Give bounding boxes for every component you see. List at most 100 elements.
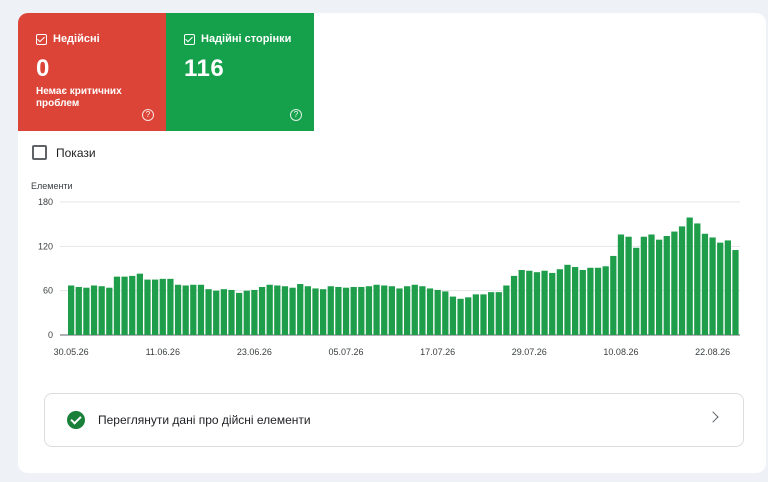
chart-bar[interactable] <box>358 286 365 335</box>
chart-bar[interactable] <box>190 284 197 335</box>
chart-bar[interactable] <box>610 255 617 335</box>
chart-bar[interactable] <box>480 294 487 335</box>
chart-bar[interactable] <box>342 287 350 335</box>
impressions-toggle[interactable]: Покази <box>32 145 96 160</box>
chart-bar[interactable] <box>320 289 327 335</box>
chart-bar[interactable] <box>510 275 518 335</box>
chart-bar[interactable] <box>129 275 136 335</box>
chart-bar[interactable] <box>83 287 90 335</box>
chart-bar[interactable] <box>281 286 289 335</box>
chart-bar[interactable] <box>488 292 495 335</box>
chart-bar[interactable] <box>297 284 304 335</box>
chart-bar[interactable] <box>182 285 189 335</box>
chart-bar[interactable] <box>213 290 220 335</box>
chart-bar[interactable] <box>663 235 670 335</box>
chart-bar[interactable] <box>98 286 105 335</box>
chart-bar[interactable] <box>572 267 579 335</box>
chart-bar[interactable] <box>434 289 441 335</box>
chart-bar[interactable] <box>449 296 457 335</box>
chart-bar[interactable] <box>556 269 563 335</box>
chart-bar[interactable] <box>90 285 98 335</box>
chart-bar[interactable] <box>648 234 655 335</box>
chart-bar[interactable] <box>717 242 724 335</box>
chart-bar[interactable] <box>724 240 731 335</box>
chart-bar[interactable] <box>465 297 472 335</box>
chart-bar[interactable] <box>633 247 640 335</box>
chart-bar[interactable] <box>671 231 678 335</box>
chart-bar[interactable] <box>304 286 311 335</box>
chart-bar[interactable] <box>709 237 716 335</box>
chart-bar[interactable] <box>327 286 334 335</box>
chart-bar[interactable] <box>167 278 174 335</box>
chart-bar[interactable] <box>228 289 235 335</box>
checkbox-checked-icon[interactable] <box>184 33 195 45</box>
chart-bar[interactable] <box>686 217 693 335</box>
chart-bar[interactable] <box>541 270 548 335</box>
chart-bar[interactable] <box>404 286 411 335</box>
chart-bar[interactable] <box>220 289 227 335</box>
help-icon[interactable]: ? <box>142 109 154 121</box>
chart-bar[interactable] <box>625 236 632 335</box>
chart-bar[interactable] <box>68 285 75 335</box>
chart-bar[interactable] <box>426 288 434 335</box>
chart-bar[interactable] <box>251 289 258 335</box>
chart-bar[interactable] <box>579 269 586 335</box>
view-valid-items-link[interactable]: Переглянути дані про дійсні елементи <box>44 393 744 447</box>
chart-bar[interactable] <box>113 276 121 335</box>
x-tick-label: 22.08.26 <box>695 347 730 357</box>
valid-tile[interactable]: Надійні сторінки 116 ? <box>166 13 314 131</box>
chart-bar[interactable] <box>472 294 479 335</box>
chart-bar[interactable] <box>174 284 182 335</box>
chart-bar[interactable] <box>587 267 594 335</box>
checkbox-unchecked-icon[interactable] <box>32 145 47 160</box>
chart-bar[interactable] <box>617 234 625 335</box>
chart-bar[interactable] <box>457 298 464 335</box>
checkbox-checked-icon[interactable] <box>36 33 47 45</box>
chart-bar[interactable] <box>419 286 426 335</box>
chart-bar[interactable] <box>549 272 556 335</box>
chart-bar[interactable] <box>136 273 143 335</box>
chart-bar[interactable] <box>564 264 571 335</box>
invalid-tile[interactable]: Недійсні 0 Немає критичних проблем ? <box>18 13 166 131</box>
chart-bar[interactable] <box>694 223 701 335</box>
chart-bar[interactable] <box>243 290 250 335</box>
chart-bar[interactable] <box>365 286 373 335</box>
chart-bar[interactable] <box>274 285 281 335</box>
chart-bar[interactable] <box>518 269 525 335</box>
chart-bar[interactable] <box>335 286 342 335</box>
chart-bar[interactable] <box>289 287 296 335</box>
chart-bar[interactable] <box>396 288 403 335</box>
chart-bar[interactable] <box>640 236 647 335</box>
chart-bar[interactable] <box>236 292 243 335</box>
chart-bar[interactable] <box>388 286 395 335</box>
chart-bar[interactable] <box>411 284 418 335</box>
chart-bar[interactable] <box>144 279 151 335</box>
chart-bar[interactable] <box>106 287 113 335</box>
chart-bar[interactable] <box>159 278 166 335</box>
chart-bar[interactable] <box>381 285 388 335</box>
chart-bar[interactable] <box>594 267 602 335</box>
chart-bar[interactable] <box>266 284 273 335</box>
valid-count: 116 <box>184 55 225 82</box>
chart-bar[interactable] <box>656 239 663 335</box>
chart-bar[interactable] <box>152 279 159 335</box>
chart-bar[interactable] <box>75 286 82 335</box>
chart-bar[interactable] <box>678 226 686 335</box>
chart-bar[interactable] <box>602 266 609 335</box>
x-tick-label: 30.05.26 <box>54 347 89 357</box>
chart-bar[interactable] <box>732 250 739 335</box>
chart-bar[interactable] <box>442 291 449 335</box>
chart-bar[interactable] <box>350 286 357 335</box>
chart-bar[interactable] <box>526 270 533 335</box>
chart-bar[interactable] <box>495 292 502 335</box>
chart-bar[interactable] <box>205 289 212 335</box>
chart-bar[interactable] <box>701 233 709 335</box>
chart-bar[interactable] <box>312 288 319 335</box>
chart-bar[interactable] <box>533 272 541 335</box>
chart-bar[interactable] <box>503 285 510 335</box>
chart-bar[interactable] <box>258 286 266 335</box>
chart-bar[interactable] <box>373 284 380 335</box>
chart-bar[interactable] <box>121 276 128 335</box>
help-icon[interactable]: ? <box>290 109 302 121</box>
chart-bar[interactable] <box>197 284 205 335</box>
